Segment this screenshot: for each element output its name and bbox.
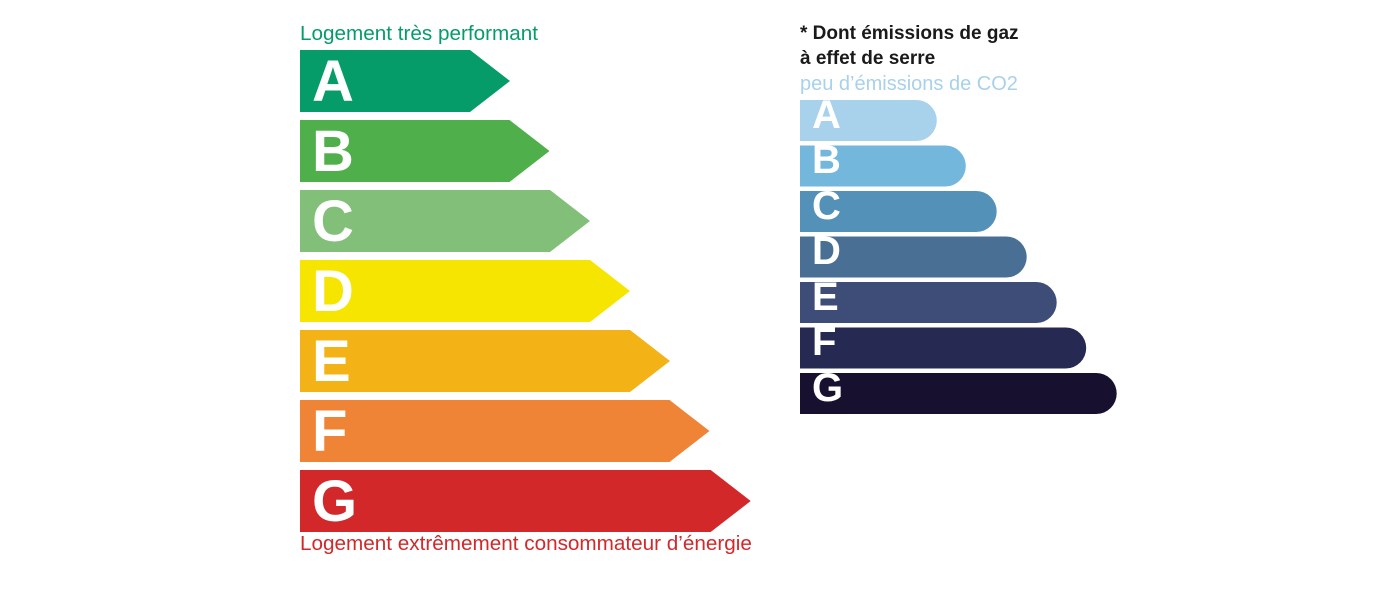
svg-text:C: C <box>812 184 841 228</box>
svg-text:G: G <box>312 469 357 534</box>
svg-text:Logement très performant: Logement très performant <box>300 22 538 45</box>
svg-text:peu d’émissions de CO2: peu d’émissions de CO2 <box>800 73 1018 95</box>
svg-text:E: E <box>812 275 839 319</box>
svg-text:C: C <box>312 189 354 254</box>
svg-text:D: D <box>312 259 354 324</box>
svg-text:A: A <box>312 49 354 114</box>
svg-text:D: D <box>812 229 841 273</box>
svg-text:E: E <box>312 329 351 394</box>
svg-text:B: B <box>312 119 354 184</box>
svg-text:G: G <box>812 366 843 410</box>
svg-text:Logement extrêmement consommat: Logement extrêmement consommateur d’éner… <box>300 532 752 555</box>
svg-text:B: B <box>812 138 841 182</box>
svg-text:à effet de serre: à effet de serre <box>800 48 935 69</box>
svg-text:F: F <box>312 399 347 464</box>
svg-text:F: F <box>812 320 836 364</box>
svg-text:A: A <box>812 93 841 137</box>
svg-text:* Dont émissions de gaz: * Dont émissions de gaz <box>800 23 1019 44</box>
